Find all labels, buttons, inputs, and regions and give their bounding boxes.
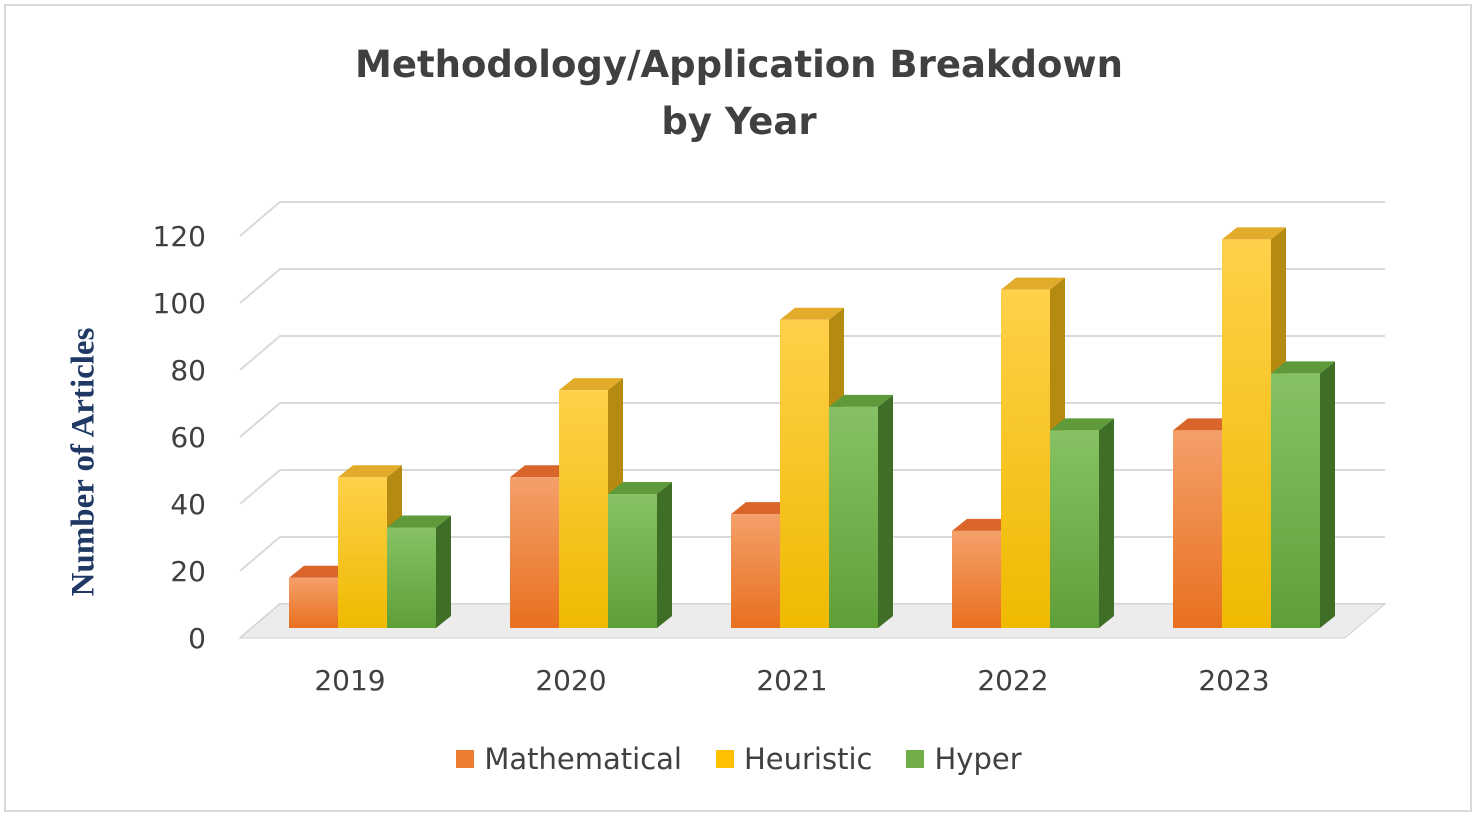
legend-swatch-heuristic (715, 750, 734, 768)
y-tick-label: 120 (153, 220, 206, 253)
chart-title-line-2: by Year (661, 100, 817, 143)
y-tick-label: 20 (170, 555, 206, 588)
chart-title: Methodology/Application Breakdown by Yea… (0, 36, 1478, 150)
legend-item-heuristic: Heuristic (715, 742, 873, 776)
bar-hyper-2019 (387, 515, 451, 628)
legend-item-mathematical: Mathematical (456, 742, 682, 776)
x-tick-label: 2020 (535, 664, 606, 697)
x-axis-ticks: 2019 2020 2021 2022 2023 (314, 664, 1269, 697)
bar-hyper-2020 (608, 482, 672, 628)
x-tick-label: 2021 (756, 664, 827, 697)
x-tick-label: 2019 (314, 664, 385, 697)
y-axis-ticks: 0 20 40 60 80 100 120 (153, 220, 206, 655)
legend: Mathematical Heuristic Hyper (0, 742, 1478, 776)
legend-swatch-hyper (906, 750, 925, 768)
y-tick-label: 80 (170, 354, 206, 387)
y-tick-label: 100 (153, 287, 206, 320)
y-tick-label: 40 (170, 488, 206, 521)
legend-label-mathematical: Mathematical (484, 742, 682, 776)
x-tick-label: 2023 (1198, 664, 1269, 697)
legend-swatch-mathematical (456, 750, 475, 768)
legend-item-hyper: Hyper (906, 742, 1022, 776)
bar-hyper-2022 (1050, 418, 1114, 628)
chart-title-line-1: Methodology/Application Breakdown (355, 43, 1123, 86)
legend-label-heuristic: Heuristic (743, 742, 873, 776)
gridline (239, 268, 1385, 304)
legend-label-hyper: Hyper (934, 742, 1022, 776)
bar-heuristic-2022 (1001, 277, 1065, 628)
x-tick-label: 2022 (977, 664, 1048, 697)
y-tick-label: 60 (170, 421, 206, 454)
gridline (239, 201, 1385, 237)
bar-hyper-2021 (829, 394, 893, 628)
bar-hyper-2023 (1271, 361, 1335, 628)
bars (289, 227, 1335, 628)
y-tick-label: 0 (188, 622, 206, 655)
